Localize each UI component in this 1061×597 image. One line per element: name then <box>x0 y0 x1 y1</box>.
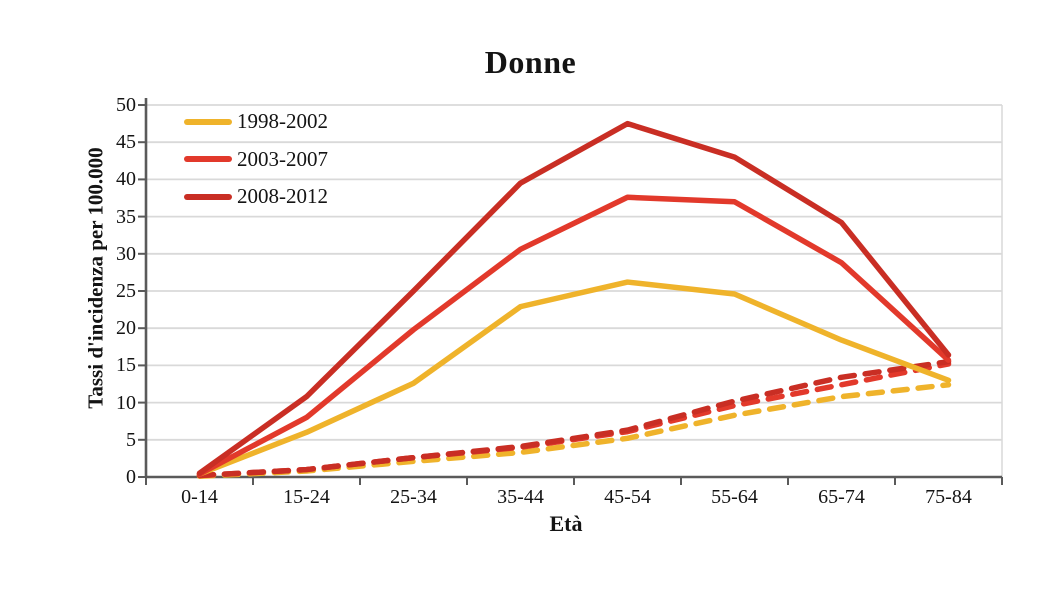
legend-item: 2008-2012 <box>184 178 328 216</box>
y-tick-label: 30 <box>116 242 136 265</box>
x-tick-label: 75-84 <box>925 486 972 508</box>
legend-line-swatch <box>184 118 232 125</box>
y-tick-label: 35 <box>116 205 136 228</box>
y-tick-label: 45 <box>116 131 136 154</box>
y-tick-label: 10 <box>116 391 136 414</box>
legend-label: 2003-2007 <box>237 146 328 171</box>
y-tick-label: 5 <box>126 428 136 451</box>
legend-line-swatch <box>184 156 232 163</box>
legend-label: 2008-2012 <box>237 184 328 209</box>
x-tick-label: 15-24 <box>283 486 330 508</box>
legend-label: 1998-2002 <box>237 109 328 134</box>
y-tick-label: 40 <box>116 168 136 191</box>
series-line-2008-2012-dashed <box>196 358 952 479</box>
chart-title: Donne <box>484 44 577 80</box>
series-line-2003-2007-dashed <box>196 361 952 479</box>
series-line-2008-2012-solid <box>196 120 952 477</box>
y-tick-label: 15 <box>116 354 136 377</box>
x-tick-label: 25-34 <box>390 486 437 508</box>
legend-item: 1998-2002 <box>184 103 328 141</box>
series-line-2003-2007-solid <box>196 194 952 477</box>
x-tick-label: 45-54 <box>604 486 651 508</box>
legend-line-swatch <box>184 193 232 200</box>
series-line-1998-2002-solid <box>196 279 952 477</box>
x-tick-label: 65-74 <box>818 486 865 508</box>
legend: 1998-2002 2003-2007 2008-2012 <box>184 103 328 216</box>
y-tick-label: 50 <box>116 94 136 116</box>
y-tick-label: 25 <box>116 280 136 302</box>
legend-item: 2003-2007 <box>184 141 328 179</box>
x-axis-title: Età <box>549 511 583 536</box>
x-tick-label: 55-64 <box>711 486 758 508</box>
x-tick-label: 0-14 <box>181 486 218 508</box>
x-tick-label: 35-44 <box>497 486 544 508</box>
y-tick-label: 0 <box>126 466 136 488</box>
y-tick-label: 20 <box>116 317 136 340</box>
